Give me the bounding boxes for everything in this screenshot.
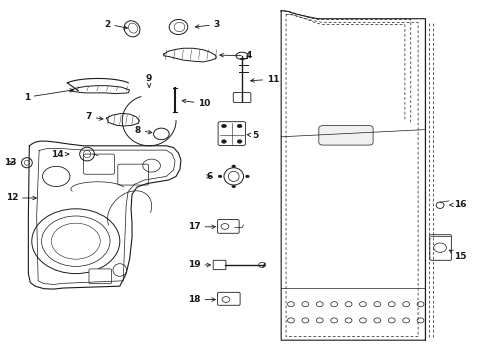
Text: 5: 5 xyxy=(247,131,258,140)
FancyBboxPatch shape xyxy=(217,220,239,233)
Text: 6: 6 xyxy=(206,172,212,181)
Circle shape xyxy=(221,140,226,143)
FancyBboxPatch shape xyxy=(217,292,240,305)
Circle shape xyxy=(218,175,222,178)
Text: 3: 3 xyxy=(195,20,219,29)
Text: 17: 17 xyxy=(188,222,215,231)
Text: 11: 11 xyxy=(250,75,279,84)
Circle shape xyxy=(237,124,242,128)
Circle shape xyxy=(221,124,226,128)
Text: 14: 14 xyxy=(51,150,69,158)
Text: 4: 4 xyxy=(220,51,251,60)
Text: 9: 9 xyxy=(145,74,152,87)
Text: 12: 12 xyxy=(6,194,36,202)
Text: 18: 18 xyxy=(188,295,215,304)
FancyBboxPatch shape xyxy=(213,260,225,270)
Text: 8: 8 xyxy=(135,126,152,135)
Circle shape xyxy=(231,165,235,168)
Circle shape xyxy=(237,140,242,143)
FancyBboxPatch shape xyxy=(429,235,450,260)
FancyBboxPatch shape xyxy=(118,164,148,185)
Circle shape xyxy=(245,175,249,178)
FancyBboxPatch shape xyxy=(83,154,114,174)
Text: 15: 15 xyxy=(448,250,466,261)
FancyBboxPatch shape xyxy=(233,93,250,103)
FancyBboxPatch shape xyxy=(318,126,372,145)
FancyBboxPatch shape xyxy=(218,122,245,145)
Text: 10: 10 xyxy=(182,99,210,108)
Text: 13: 13 xyxy=(4,158,17,167)
FancyBboxPatch shape xyxy=(89,269,111,284)
Text: 1: 1 xyxy=(24,89,74,102)
Text: 16: 16 xyxy=(448,200,466,209)
Text: 2: 2 xyxy=(104,19,127,29)
Text: 7: 7 xyxy=(85,112,102,121)
Text: 19: 19 xyxy=(188,261,210,269)
Circle shape xyxy=(231,185,235,188)
